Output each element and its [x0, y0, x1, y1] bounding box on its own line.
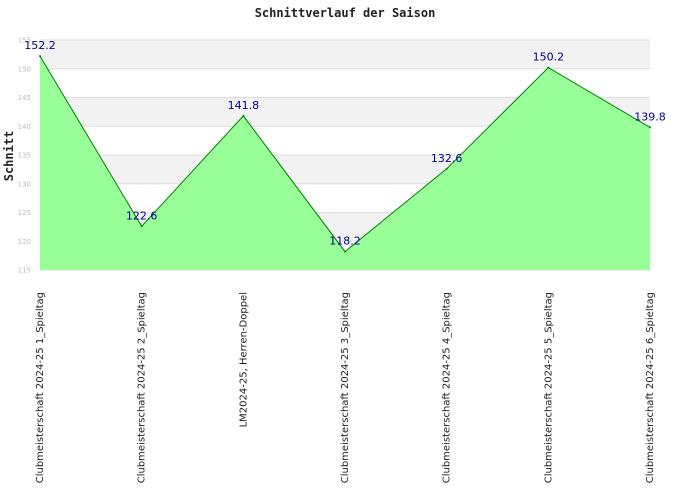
background-band [40, 40, 650, 69]
area-fill [40, 56, 650, 270]
data-label: 152.2 [24, 39, 56, 52]
data-labels: 152.2 122.6 141.8 118.2 132.6 150.2 139.8 [24, 39, 666, 248]
data-point [547, 66, 550, 69]
data-point [445, 167, 448, 170]
x-tick-label: Clubmeisterschaft 2024-25 5_Spieltag [543, 292, 554, 483]
y-axis-label: Schnitt [2, 131, 16, 182]
data-point [344, 250, 346, 253]
area-layer [39, 55, 651, 270]
data-point [649, 126, 651, 129]
y-tick-label: 120 [18, 238, 31, 246]
x-axis-ticks: Clubmeisterschaft 2024-25 1_Spieltag Club… [35, 292, 656, 483]
data-point [140, 225, 143, 228]
y-tick-label: 125 [18, 209, 31, 217]
y-tick-label: 145 [18, 94, 31, 102]
y-tick-label: 155 [18, 37, 31, 45]
y-axis-ticks: 115 120 125 130 135 140 145 150 155 [18, 37, 31, 275]
y-tick-label: 140 [18, 123, 31, 131]
data-point [242, 114, 245, 117]
data-label: 132.6 [431, 152, 463, 165]
y-tick-label: 135 [18, 152, 31, 160]
y-tick-label: 150 [18, 65, 31, 73]
x-tick-label: Clubmeisterschaft 2024-25 3_Spieltag [340, 292, 351, 483]
data-label: 141.8 [228, 99, 260, 112]
data-label: 139.8 [634, 110, 666, 123]
x-tick-label: Clubmeisterschaft 2024-25 2_Spieltag [137, 292, 148, 483]
x-tick-label: Clubmeisterschaft 2024-25 1_Spieltag [35, 292, 46, 483]
data-point [39, 55, 41, 58]
data-label: 118.2 [329, 235, 361, 248]
data-label: 150.2 [533, 51, 565, 64]
x-tick-label: LM2024-25, Herren-Doppel [238, 292, 249, 427]
chart-title: Schnittverlauf der Saison [255, 6, 436, 20]
y-tick-label: 115 [18, 267, 31, 275]
y-tick-label: 130 [18, 180, 31, 188]
x-tick-label: Clubmeisterschaft 2024-25 6_Spieltag [645, 292, 656, 483]
data-label: 122.6 [126, 209, 158, 222]
x-tick-label: Clubmeisterschaft 2024-25 4_Spieltag [442, 292, 453, 483]
